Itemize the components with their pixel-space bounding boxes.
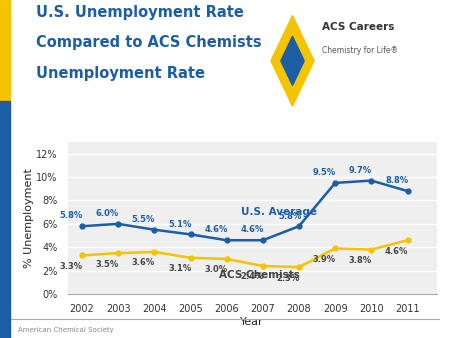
Text: U.S. Unemployment Rate: U.S. Unemployment Rate — [36, 5, 244, 20]
Text: 3.6%: 3.6% — [132, 258, 155, 267]
Text: 8.8%: 8.8% — [385, 176, 408, 185]
Polygon shape — [281, 36, 304, 86]
Text: 3.0%: 3.0% — [204, 265, 227, 274]
Text: 9.5%: 9.5% — [313, 168, 336, 177]
X-axis label: Year: Year — [240, 317, 264, 327]
Polygon shape — [271, 16, 314, 106]
Y-axis label: % Unemployment: % Unemployment — [23, 168, 33, 268]
Text: ACS Chemists: ACS Chemists — [220, 270, 300, 280]
Text: 4.6%: 4.6% — [240, 225, 264, 234]
Text: American Chemical Society: American Chemical Society — [18, 327, 114, 333]
Text: 5.8%: 5.8% — [279, 212, 302, 221]
Text: 4.6%: 4.6% — [385, 247, 409, 256]
Text: Unemployment Rate: Unemployment Rate — [36, 66, 205, 81]
Text: 2.4%: 2.4% — [240, 272, 264, 282]
Text: 3.3%: 3.3% — [59, 262, 83, 271]
Text: ACS Careers: ACS Careers — [322, 22, 394, 32]
Text: 9.7%: 9.7% — [349, 166, 372, 175]
Text: U.S. Average: U.S. Average — [241, 207, 317, 217]
Text: 3.8%: 3.8% — [349, 256, 372, 265]
Text: 5.1%: 5.1% — [168, 220, 191, 228]
Text: 5.5%: 5.5% — [132, 215, 155, 224]
Text: 3.5%: 3.5% — [96, 260, 119, 269]
Text: 4.6%: 4.6% — [204, 225, 228, 234]
Text: 5.8%: 5.8% — [59, 211, 83, 220]
Text: 3.9%: 3.9% — [313, 255, 336, 264]
Text: Chemistry for Life®: Chemistry for Life® — [322, 46, 398, 55]
Text: 6.0%: 6.0% — [96, 209, 119, 218]
Text: Compared to ACS Chemists: Compared to ACS Chemists — [36, 35, 261, 50]
Text: 2.3%: 2.3% — [277, 273, 300, 283]
Text: 3.1%: 3.1% — [168, 264, 191, 273]
